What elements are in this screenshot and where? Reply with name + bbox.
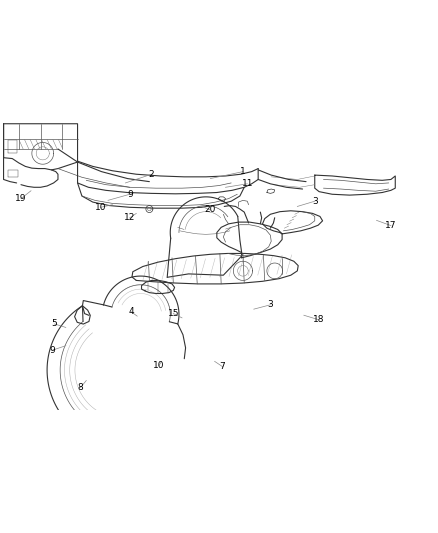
Text: 1: 1 bbox=[240, 167, 246, 176]
Text: 5: 5 bbox=[52, 319, 57, 328]
Text: 10: 10 bbox=[153, 361, 165, 370]
Text: 18: 18 bbox=[312, 315, 324, 324]
Text: 17: 17 bbox=[385, 221, 397, 230]
Text: 8: 8 bbox=[78, 383, 84, 392]
Text: 3: 3 bbox=[312, 197, 318, 206]
Text: 7: 7 bbox=[219, 362, 226, 371]
Text: 2: 2 bbox=[149, 169, 154, 179]
Text: 12: 12 bbox=[124, 213, 135, 222]
Text: 9: 9 bbox=[127, 190, 133, 199]
Text: 9: 9 bbox=[50, 345, 56, 354]
Text: 10: 10 bbox=[95, 203, 106, 212]
Text: 11: 11 bbox=[241, 179, 253, 188]
Text: 15: 15 bbox=[168, 309, 179, 318]
Text: 20: 20 bbox=[205, 205, 216, 214]
Text: 19: 19 bbox=[15, 194, 27, 203]
Text: 4: 4 bbox=[128, 307, 134, 316]
Text: 3: 3 bbox=[268, 300, 273, 309]
